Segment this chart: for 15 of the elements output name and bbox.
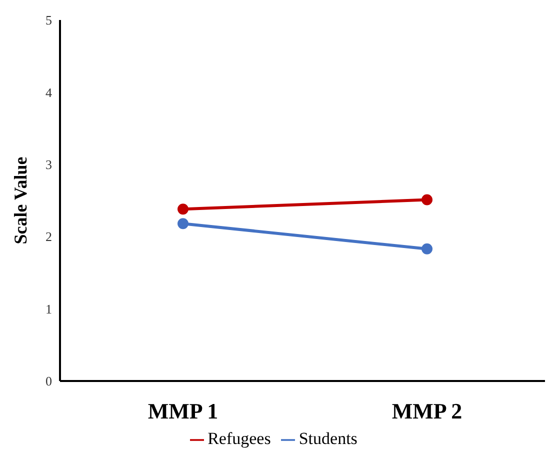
legend-label: Refugees xyxy=(208,429,271,448)
y-axis-title: Scale Value xyxy=(10,156,30,244)
point xyxy=(422,243,432,254)
point xyxy=(422,194,432,206)
y-tick-label: 5 xyxy=(46,12,52,28)
y-tick-label: 4 xyxy=(46,84,52,100)
y-tick-label: 3 xyxy=(46,157,52,172)
x-tick-label: MMP 1 xyxy=(148,398,218,424)
legend-label: Students xyxy=(298,429,358,448)
point xyxy=(178,204,188,215)
y-tick-label: 0 xyxy=(46,374,52,389)
x-tick-label: MMP 2 xyxy=(392,398,462,424)
y-tick-label: 1 xyxy=(46,301,52,316)
y-tick-label: 2 xyxy=(46,229,52,244)
point xyxy=(178,218,188,230)
